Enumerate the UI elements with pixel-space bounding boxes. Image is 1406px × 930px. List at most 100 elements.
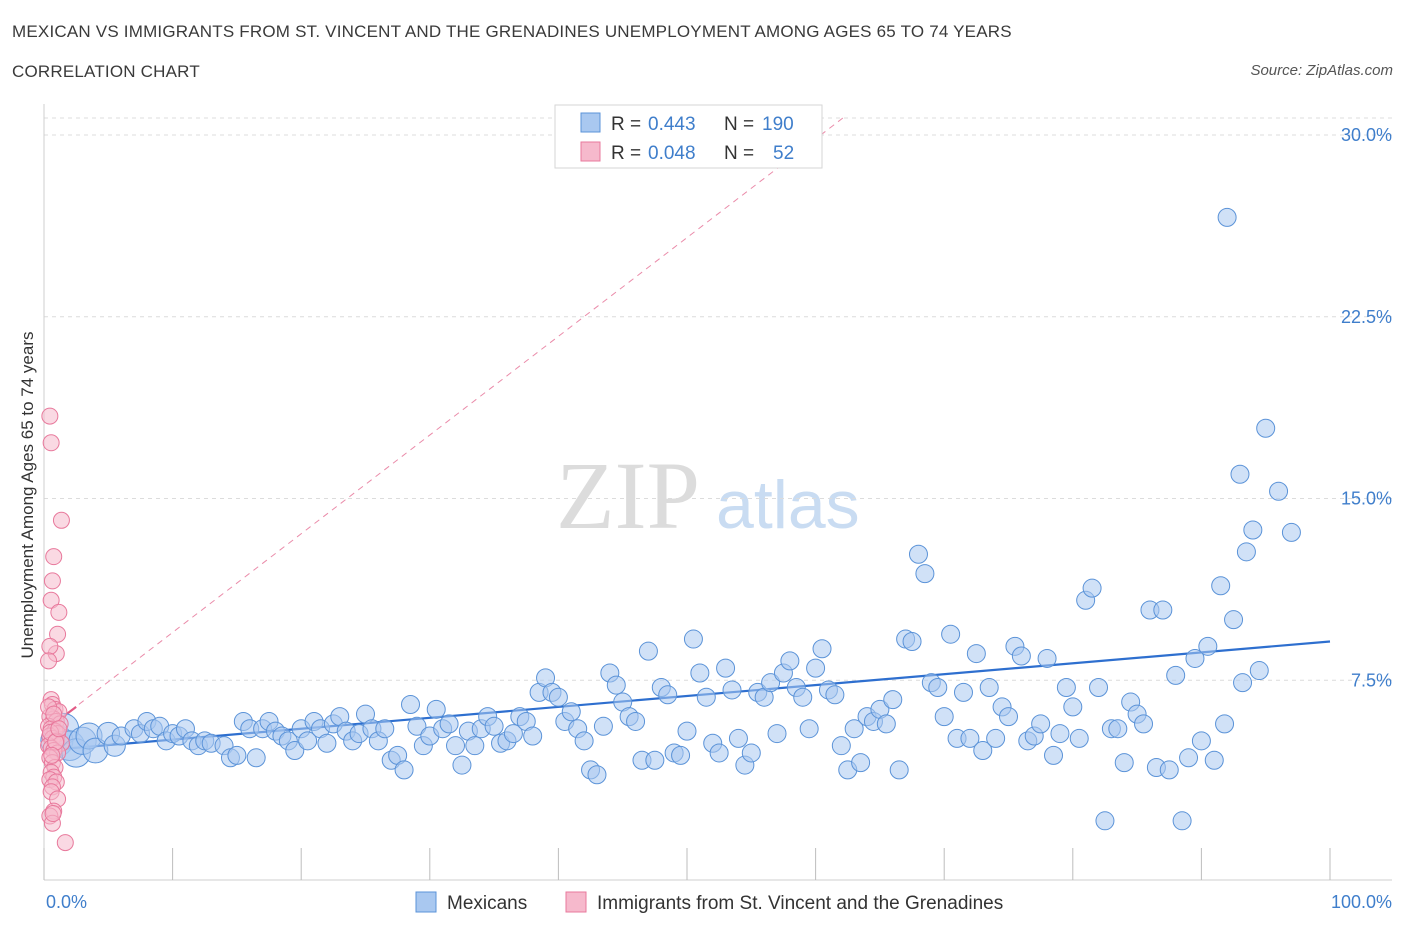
- point-mexicans-136: [941, 624, 961, 644]
- point-mexicans-25: [227, 745, 247, 765]
- point-mexicans-177: [1204, 750, 1224, 770]
- point-immigrants-0: [41, 407, 59, 425]
- point-immigrants-1: [42, 434, 60, 452]
- point-mexicans-94: [671, 745, 691, 765]
- point-mexicans-189: [1233, 673, 1253, 693]
- legend-r-value-1: 0.443: [648, 114, 696, 135]
- point-mexicans-151: [1037, 648, 1057, 668]
- point-mexicans-58: [439, 714, 459, 734]
- point-mexicans-75: [548, 687, 568, 707]
- point-mexicans-34: [285, 741, 305, 761]
- point-immigrants-50: [44, 805, 62, 823]
- point-mexicans-171: [1166, 665, 1186, 685]
- point-mexicans-68: [503, 724, 523, 744]
- point-mexicans-97: [690, 663, 710, 683]
- series-svg-immigrants: [40, 407, 74, 852]
- point-mexicans-170: [1159, 760, 1179, 780]
- point-mexicans-185: [1256, 418, 1276, 438]
- point-mexicans-84: [606, 675, 626, 695]
- bottom-legend-mexicans: Mexicans: [447, 893, 527, 914]
- chart-title: MEXICAN VS IMMIGRANTS FROM ST. VINCENT A…: [12, 22, 1012, 41]
- point-mexicans-28: [246, 748, 266, 768]
- point-mexicans-62: [465, 736, 485, 756]
- point-mexicans-163: [1114, 753, 1134, 773]
- point-immigrants-44: [56, 834, 74, 852]
- point-mexicans-81: [587, 765, 607, 785]
- point-mexicans-111: [780, 651, 800, 671]
- point-immigrants-5: [42, 591, 60, 609]
- point-immigrants-9: [41, 637, 59, 655]
- point-mexicans-135: [934, 707, 954, 727]
- point-mexicans-128: [889, 760, 909, 780]
- point-mexicans-102: [722, 680, 742, 700]
- point-mexicans-150: [1031, 714, 1051, 734]
- point-mexicans-90: [645, 750, 665, 770]
- point-mexicans-113: [793, 687, 813, 707]
- point-mexicans-48: [375, 719, 395, 739]
- point-mexicans-126: [876, 714, 896, 734]
- point-mexicans-39: [317, 733, 337, 753]
- point-mexicans-173: [1179, 748, 1199, 768]
- point-mexicans-51: [394, 760, 414, 780]
- y-tick-label-3: 30.0%: [1341, 125, 1392, 145]
- point-mexicans-142: [979, 678, 999, 698]
- point-immigrants-51: [50, 720, 68, 738]
- point-mexicans-53: [407, 716, 427, 736]
- point-mexicans-109: [767, 724, 787, 744]
- legend-r-value-2: 0.048: [648, 143, 696, 164]
- watermark-zip: ZIP: [556, 442, 700, 549]
- bottom-legend-swatch-blue: [415, 891, 437, 913]
- point-mexicans-118: [825, 685, 845, 705]
- y-tick-label-2: 22.5%: [1341, 307, 1392, 327]
- watermark-atlas: atlas: [716, 467, 860, 543]
- point-mexicans-176: [1198, 636, 1218, 656]
- point-mexicans-59: [446, 736, 466, 756]
- tick-labels: 7.5% 15.0% 22.5% 30.0% 0.0% 100.0%: [46, 125, 1392, 912]
- legend-swatch-blue: [580, 112, 601, 133]
- x-tick-label-min: 0.0%: [46, 892, 87, 912]
- point-mexicans-184: [1249, 661, 1269, 681]
- point-mexicans-174: [1185, 648, 1205, 668]
- chart-subtitle: CORRELATION CHART: [12, 62, 200, 81]
- point-mexicans-60: [452, 755, 472, 775]
- point-mexicans-101: [716, 658, 736, 678]
- point-mexicans-122: [851, 753, 871, 773]
- point-mexicans-89: [638, 641, 658, 661]
- point-mexicans-121: [844, 719, 864, 739]
- point-mexicans-178: [1211, 576, 1231, 596]
- point-immigrants-46: [45, 705, 63, 723]
- point-mexicans-152: [1044, 745, 1064, 765]
- point-mexicans-77: [561, 702, 581, 722]
- point-mexicans-181: [1230, 464, 1250, 484]
- point-mexicans-175: [1191, 731, 1211, 751]
- point-mexicans-87: [626, 711, 646, 731]
- bottom-legend-immigrants: Immigrants from St. Vincent and the Gren…: [597, 893, 1003, 914]
- point-mexicans-141: [973, 741, 993, 761]
- legend-n-label-1: N =: [724, 114, 754, 135]
- point-mexicans-116: [812, 639, 832, 659]
- point-immigrants-49: [43, 746, 61, 764]
- bottom-legend: Mexicans Immigrants from St. Vincent and…: [415, 891, 1003, 914]
- point-mexicans-147: [1011, 646, 1031, 666]
- legend-swatch-pink: [580, 141, 601, 162]
- point-mexicans-119: [831, 736, 851, 756]
- point-mexicans-92: [658, 685, 678, 705]
- point-mexicans-160: [1095, 811, 1115, 831]
- point-immigrants-6: [50, 603, 68, 621]
- point-mexicans-139: [960, 728, 980, 748]
- point-mexicans-95: [677, 721, 697, 741]
- point-mexicans-98: [696, 687, 716, 707]
- point-mexicans-153: [1050, 724, 1070, 744]
- point-mexicans-155: [1063, 697, 1083, 717]
- point-mexicans-169: [1153, 600, 1173, 620]
- point-mexicans-140: [966, 644, 986, 664]
- point-mexicans-145: [999, 707, 1018, 727]
- point-mexicans-130: [902, 631, 922, 651]
- point-mexicans-166: [1134, 714, 1154, 734]
- legend-n-label-2: N =: [724, 143, 754, 164]
- point-mexicans-127: [883, 690, 903, 710]
- point-mexicans-180: [1224, 610, 1244, 630]
- y-tick-label-1: 15.0%: [1341, 489, 1392, 509]
- point-mexicans-114: [799, 719, 819, 739]
- series-mexicans: [40, 207, 1301, 831]
